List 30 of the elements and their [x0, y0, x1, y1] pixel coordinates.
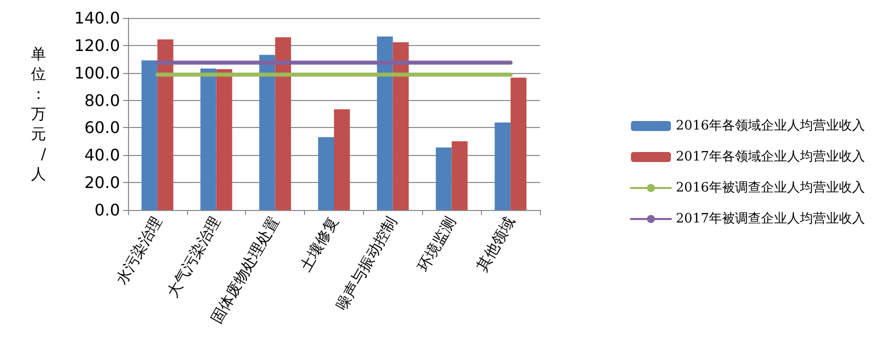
y-axis-title: 单位：万元/人	[31, 45, 47, 183]
bar	[334, 109, 350, 210]
bar	[436, 147, 452, 210]
legend-label: 2016年被调查企业人均营业收入	[676, 180, 866, 196]
bar	[510, 78, 526, 210]
bar	[275, 37, 292, 210]
legend-label: 2017年被调查企业人均营业收入	[676, 212, 866, 226]
y-tick-label: 20.0	[84, 173, 120, 192]
bar	[216, 69, 232, 210]
y-tick-label: 140.0	[74, 8, 120, 28]
bar	[157, 39, 174, 210]
bar	[142, 60, 158, 210]
y-tick-label: 120.0	[74, 36, 120, 55]
x-tick-label: 环境监测	[414, 214, 460, 274]
x-tick-label: 土壤修复	[296, 214, 342, 274]
legend-label: 2016年各领域企业人均营业收入	[676, 118, 866, 134]
y-tick-label: 40.0	[84, 146, 120, 165]
bar	[452, 141, 468, 210]
y-tick-label: 60.0	[84, 118, 120, 138]
bar	[318, 137, 334, 210]
bar	[392, 42, 409, 210]
x-tick-label: 其他领域	[472, 214, 518, 274]
bar	[200, 68, 216, 210]
bar	[494, 122, 511, 210]
y-tick-label: 0.0	[94, 200, 120, 220]
y-tick-label: 80.0	[84, 90, 120, 110]
y-tick-label: 100.0	[74, 63, 120, 82]
bar	[376, 36, 393, 210]
bar	[259, 54, 276, 210]
legend-label: 2017年各领域企业人均营业收入	[676, 150, 866, 164]
